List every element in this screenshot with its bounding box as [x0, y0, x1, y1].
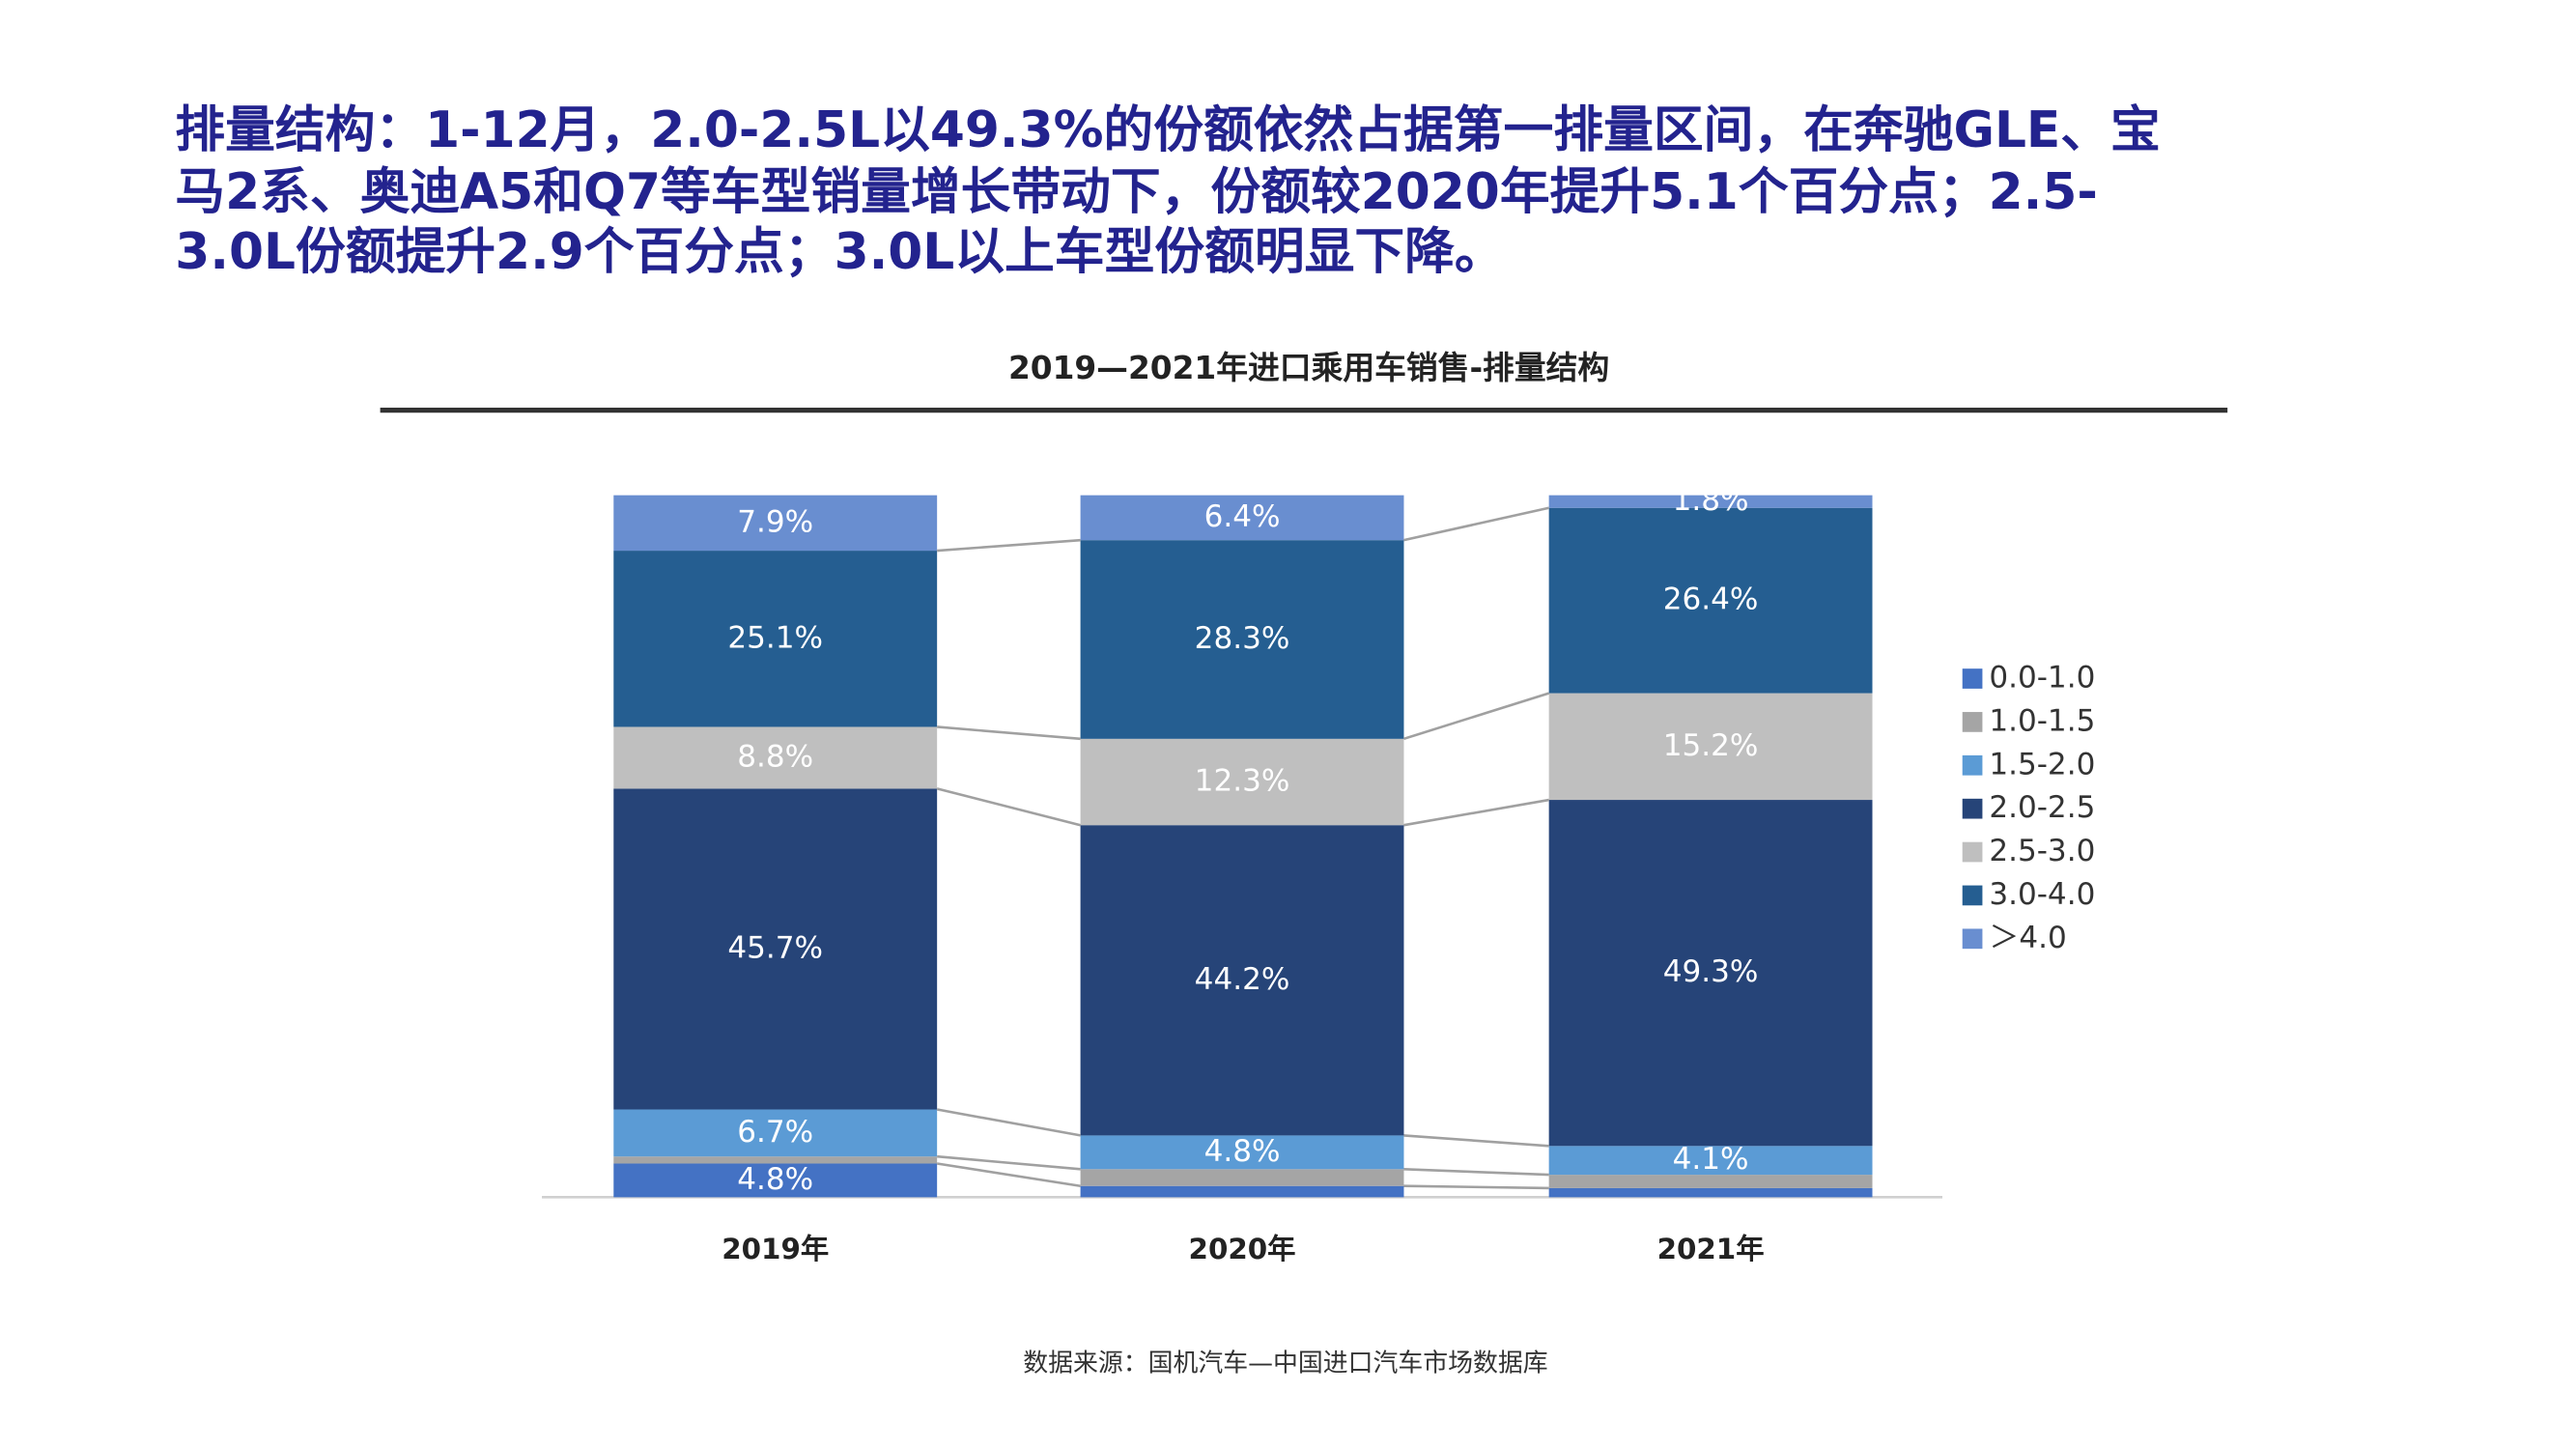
- legend-label: 0.0-1.0: [1989, 661, 2095, 696]
- bar-segment: [613, 1163, 938, 1198]
- connector: [1403, 692, 1550, 741]
- legend-label: 1.0-1.5: [1989, 703, 2095, 738]
- bar-segment: [613, 1109, 938, 1157]
- chart-title: 2019—2021年进口乘用车销售-排量结构: [1008, 350, 1609, 386]
- value-label: 26.4%: [1663, 582, 1759, 617]
- legend-label: 1.5-2.0: [1989, 747, 2095, 781]
- connector: [1403, 798, 1549, 827]
- connector: [1403, 1134, 1549, 1148]
- connector: [1403, 1167, 1549, 1177]
- value-label: 25.1%: [727, 620, 823, 655]
- legend-label: 2.0-2.5: [1989, 790, 2095, 825]
- value-label: 45.7%: [727, 930, 823, 965]
- bar-segment: [1548, 507, 1873, 694]
- bar-segment: [1080, 495, 1404, 541]
- bar-segment: [1548, 495, 1873, 508]
- legend-swatch: [1962, 668, 1983, 689]
- connector: [936, 1162, 1081, 1188]
- legend-swatch: [1962, 885, 1983, 906]
- legend-swatch: [1962, 754, 1983, 776]
- bar-segment: [1080, 1169, 1404, 1186]
- legend-swatch: [1962, 712, 1983, 732]
- bar-segment: [1080, 1185, 1404, 1198]
- value-label: 15.2%: [1663, 728, 1759, 763]
- connector: [937, 1154, 1081, 1171]
- bar-segment: [1080, 738, 1404, 826]
- value-label: 44.2%: [1195, 962, 1290, 997]
- x-tick-label: 2020年: [1189, 1233, 1296, 1265]
- bar-segment: [613, 788, 938, 1110]
- value-label: 4.8%: [737, 1162, 813, 1197]
- heading-line: 排量结构：1-12月，2.0-2.5L以49.3%的份额依然占据第一排量区间，在…: [175, 101, 2161, 159]
- bar-segment: [1548, 1175, 1873, 1188]
- bar-segment: [1080, 825, 1404, 1136]
- x-tick-label: 2019年: [722, 1233, 829, 1265]
- connector: [936, 787, 1081, 827]
- connector: [937, 538, 1081, 553]
- value-label: 1.8%: [1673, 483, 1749, 518]
- bar-segment: [1548, 1146, 1873, 1176]
- value-label: 4.8%: [1204, 1134, 1281, 1169]
- bar-segment: [613, 495, 938, 552]
- bar-segment: [613, 551, 938, 727]
- bar-segment: [1548, 1187, 1873, 1198]
- bar-segment: [1080, 1135, 1404, 1170]
- value-label: 8.8%: [737, 739, 813, 774]
- connector: [1403, 1184, 1549, 1190]
- bar-segment: [613, 1156, 938, 1164]
- value-label: 4.1%: [1673, 1142, 1749, 1177]
- value-label: 6.7%: [737, 1115, 813, 1150]
- x-tick-label: 2021年: [1657, 1233, 1765, 1265]
- bar-segment: [613, 726, 938, 789]
- connector: [1403, 506, 1549, 542]
- connector: [936, 1108, 1081, 1137]
- legend-label: 2.5-3.0: [1989, 834, 2095, 868]
- value-label: 6.4%: [1204, 499, 1281, 534]
- legend-label: 3.0-4.0: [1989, 877, 2095, 912]
- legend-swatch: [1962, 841, 1983, 863]
- legend-label: ＞4.0: [1989, 921, 2066, 955]
- value-label: 7.9%: [737, 504, 813, 539]
- heading-line: 马2系、奥迪A5和Q7等车型销量增长带动下，份额较2020年提升5.1个百分点；…: [175, 163, 2098, 221]
- legend-swatch: [1962, 928, 1983, 950]
- value-label: 28.3%: [1195, 621, 1290, 656]
- heading-line: 3.0L份额提升2.9个百分点；3.0L以上车型份额明显下降。: [175, 223, 1504, 281]
- legend-swatch: [1962, 798, 1983, 819]
- bar-segment: [1548, 693, 1873, 801]
- value-label: 12.3%: [1195, 764, 1290, 799]
- connector: [937, 725, 1081, 741]
- bar-segment: [1080, 540, 1404, 739]
- value-label: 49.3%: [1663, 954, 1759, 989]
- bar-segment: [1548, 800, 1873, 1147]
- source: 数据来源：国机汽车—中国进口汽车市场数据库: [1023, 1349, 1547, 1378]
